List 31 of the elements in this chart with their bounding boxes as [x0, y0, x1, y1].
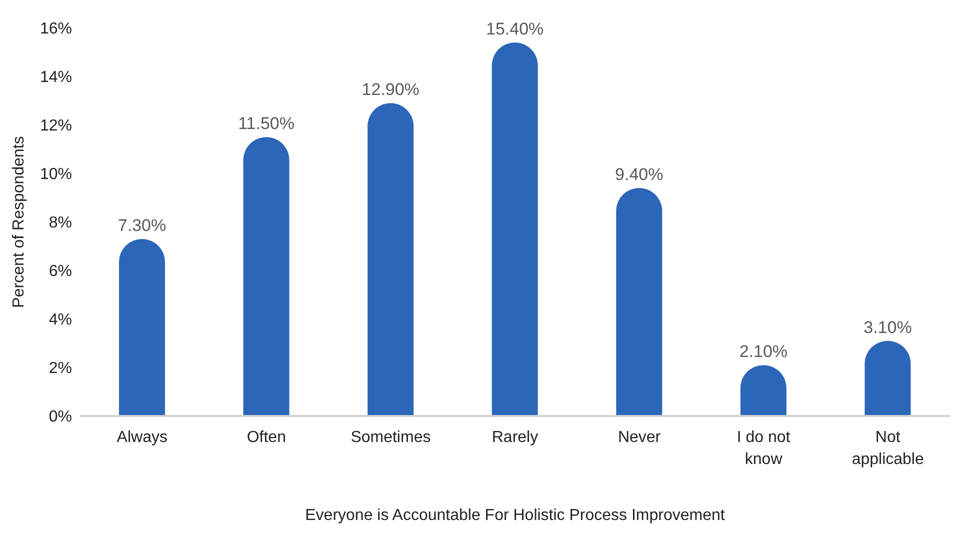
x-tick-label: I do not know [736, 429, 791, 468]
y-tick-label: 10% [40, 166, 72, 184]
data-label: 15.40% [486, 20, 544, 39]
y-tick-label: 2% [48, 360, 72, 378]
x-tick-label: Rarely [492, 429, 538, 446]
y-tick-label: 8% [48, 214, 72, 232]
y-tick-label: 16% [40, 20, 72, 38]
x-axis-title: Everyone is Accountable For Holistic Process Improvement [305, 507, 726, 524]
bar [243, 137, 290, 416]
x-tick-label: Always [116, 429, 168, 446]
y-tick-label: 12% [40, 118, 72, 135]
data-label: 9.40% [615, 165, 664, 184]
bar [119, 238, 165, 416]
x-tick-label: Sometimes [350, 429, 431, 446]
bar [864, 340, 911, 416]
data-label: 2.10% [739, 342, 788, 362]
data-label: 7.30% [118, 216, 166, 235]
data-label: 11.50% [238, 114, 294, 134]
y-tick-label: 14% [40, 69, 72, 86]
y-tick-label: 0% [48, 408, 72, 426]
bar [616, 188, 662, 416]
data-label: 12.90% [362, 80, 420, 100]
y-tick-label: 6% [48, 263, 72, 280]
bar [492, 42, 538, 416]
data-label: 3.10% [864, 318, 912, 337]
y-axis-title: Percent of Respondents [10, 136, 28, 308]
bar [368, 103, 414, 416]
x-tick-label: Never [618, 429, 662, 446]
x-tick-label: Not applicable [852, 429, 924, 468]
y-tick-label: 4% [48, 312, 72, 329]
x-tick-label: Often [246, 429, 286, 446]
